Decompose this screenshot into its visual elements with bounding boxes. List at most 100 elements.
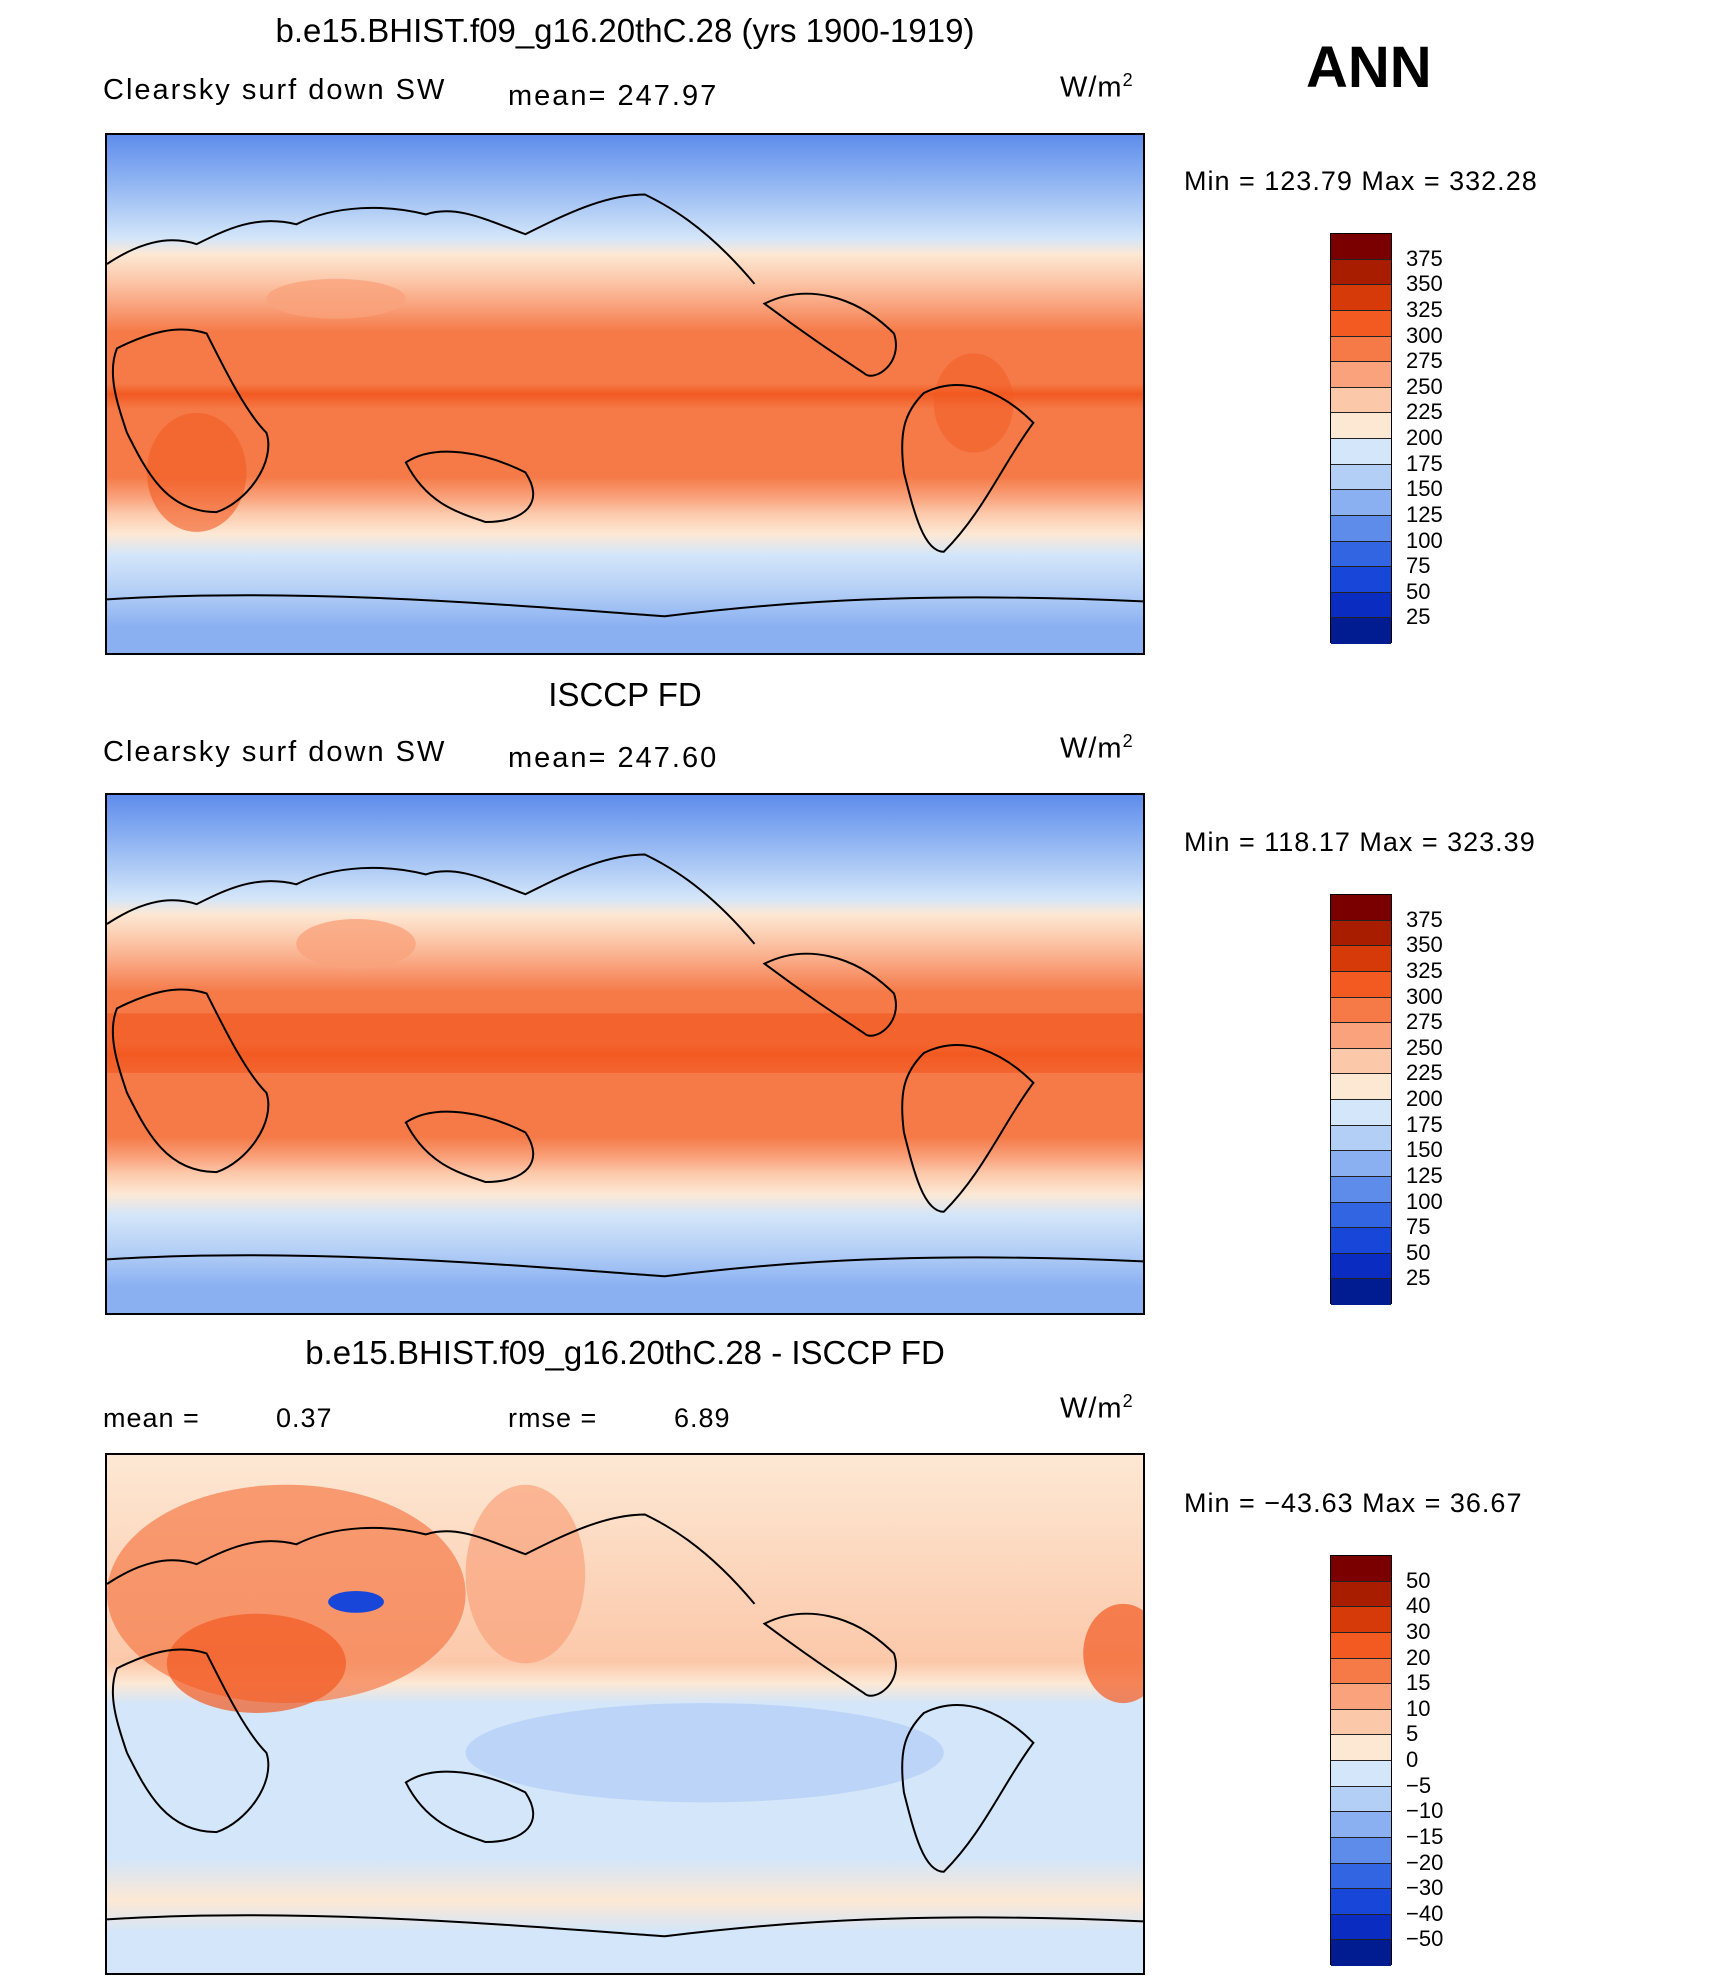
colorbar-tick-label: −10	[1406, 1798, 1444, 1824]
colorbar-tick-label: 75	[1406, 1214, 1431, 1240]
panel-model-mean: mean= 247.97	[508, 80, 719, 112]
colorbar-swatch	[1331, 490, 1391, 516]
colorbar-swatch	[1331, 1556, 1391, 1582]
colorbar-tick-label: 250	[1406, 373, 1443, 399]
colorbar-tick-label: 175	[1406, 450, 1443, 476]
coastlines	[107, 853, 1143, 1278]
colorbar-swatch	[1331, 234, 1391, 260]
colorbar-tick-label: 125	[1406, 1162, 1443, 1188]
colorbar-tick-label: 40	[1406, 1593, 1431, 1619]
colorbar-swatch	[1331, 1837, 1391, 1864]
colorbar-tick-label: 30	[1406, 1618, 1431, 1644]
colorbar-tick-label: 10	[1406, 1695, 1431, 1721]
colorbar-swatch	[1331, 336, 1391, 363]
colorbar-swatch	[1331, 1889, 1391, 1915]
colorbar-swatch	[1331, 1607, 1391, 1633]
colorbar-tick-label: 275	[1406, 348, 1443, 374]
colorbar-tick-label: 50	[1406, 1239, 1431, 1265]
colorbar-swatch	[1331, 310, 1391, 337]
panel-diff-mean-label: mean =	[103, 1403, 200, 1433]
colorbar-swatch	[1331, 971, 1391, 998]
panel-diff-mean-value: 0.37	[276, 1403, 333, 1433]
colorbar-swatch	[1331, 1863, 1391, 1890]
colorbar-tick-label: 15	[1406, 1670, 1431, 1696]
panel-model-title: b.e15.BHIST.f09_g16.20thC.28 (yrs 1900-1…	[275, 12, 975, 49]
panel-obs-title: ISCCP FD	[548, 676, 702, 713]
colorbar-swatch	[1331, 920, 1391, 947]
colorbar-tick-label: 5	[1406, 1721, 1419, 1747]
colorbar-swatch	[1331, 1709, 1391, 1736]
colorbar-swatch	[1331, 1914, 1391, 1941]
colorbar-tick-label: 350	[1406, 932, 1443, 958]
colorbar-tick-label: 75	[1406, 553, 1431, 579]
colorbar-tick-label: 100	[1406, 1188, 1443, 1214]
colorbar-swatch	[1331, 1228, 1391, 1254]
colorbar-tick-label: 275	[1406, 1009, 1443, 1035]
colorbar-tick-label: 375	[1406, 245, 1443, 271]
panel-model-minmax: Min = 123.79 Max = 332.28	[1184, 166, 1538, 196]
colorbar-tick-label: 375	[1406, 906, 1443, 932]
colorbar-model	[1330, 233, 1392, 644]
colorbar-swatch	[1331, 997, 1391, 1024]
colorbar-swatch	[1331, 285, 1391, 311]
colorbar-swatch	[1331, 1786, 1391, 1813]
panel-model-units: W/m2	[1060, 70, 1134, 104]
colorbar-swatch	[1331, 1632, 1391, 1659]
colorbar-swatch	[1331, 1100, 1391, 1126]
colorbar-swatch	[1331, 1940, 1391, 1966]
colorbar-swatch	[1331, 1202, 1391, 1229]
colorbar-obs	[1330, 894, 1392, 1305]
colorbar-swatch	[1331, 946, 1391, 972]
panel-obs-field-label: Clearsky surf down SW	[103, 736, 447, 768]
colorbar-tick-label: 325	[1406, 296, 1443, 322]
colorbar-diff	[1330, 1555, 1392, 1966]
colorbar-swatch	[1331, 1176, 1391, 1203]
colorbar-tick-label: 150	[1406, 1137, 1443, 1163]
colorbar-swatch	[1331, 1151, 1391, 1177]
colorbar-tick-label: 300	[1406, 983, 1443, 1009]
colorbar-swatch	[1331, 895, 1391, 921]
colorbar-tick-label: 25	[1406, 1265, 1431, 1291]
colorbar-swatch	[1331, 1581, 1391, 1608]
colorbar-swatch	[1331, 387, 1391, 414]
colorbar-swatch	[1331, 1253, 1391, 1280]
panel-obs-minmax: Min = 118.17 Max = 323.39	[1184, 827, 1536, 857]
panel-diff-units: W/m2	[1060, 1391, 1134, 1425]
colorbar-swatch	[1331, 618, 1391, 644]
panel-obs-mean: mean= 247.60	[508, 742, 719, 774]
colorbar-tick-label: −20	[1406, 1849, 1444, 1875]
colorbar-tick-label: −50	[1406, 1926, 1444, 1952]
colorbar-swatch	[1331, 567, 1391, 593]
colorbar-tick-label: 50	[1406, 578, 1431, 604]
colorbar-swatch	[1331, 1023, 1391, 1049]
colorbar-tick-label: 175	[1406, 1111, 1443, 1137]
colorbar-swatch	[1331, 541, 1391, 568]
colorbar-tick-label: 200	[1406, 425, 1443, 450]
colorbar-tick-label: 20	[1406, 1644, 1431, 1670]
coastlines	[107, 193, 1143, 618]
colorbar-tick-label: 325	[1406, 957, 1443, 983]
colorbar-swatch	[1331, 1658, 1391, 1685]
panel-diff-rmse-value: 6.89	[674, 1403, 731, 1433]
panel-model-field-label: Clearsky surf down SW	[103, 74, 447, 106]
panel-diff-minmax: Min = −43.63 Max = 36.67	[1184, 1488, 1523, 1518]
colorbar-swatch	[1331, 362, 1391, 388]
season-label: ANN	[1306, 35, 1432, 100]
panel-model-map	[105, 133, 1145, 655]
panel-diff-map	[105, 1453, 1145, 1975]
panel-obs-map	[105, 793, 1145, 1315]
colorbar-swatch	[1331, 592, 1391, 619]
colorbar-swatch	[1331, 1735, 1391, 1761]
colorbar-tick-label: 300	[1406, 322, 1443, 348]
colorbar-tick-label: 200	[1406, 1086, 1443, 1111]
colorbar-swatch	[1331, 1684, 1391, 1710]
colorbar-tick-label: 50	[1406, 1567, 1431, 1593]
colorbar-swatch	[1331, 1048, 1391, 1075]
colorbar-tick-label: 0	[1406, 1747, 1419, 1772]
colorbar-tick-label: −5	[1406, 1772, 1432, 1798]
colorbar-tick-label: −15	[1406, 1823, 1444, 1849]
colorbar-swatch	[1331, 515, 1391, 542]
colorbar-tick-label: 150	[1406, 476, 1443, 502]
colorbar-swatch	[1331, 259, 1391, 286]
panel-diff-rmse-label: rmse =	[508, 1403, 598, 1433]
